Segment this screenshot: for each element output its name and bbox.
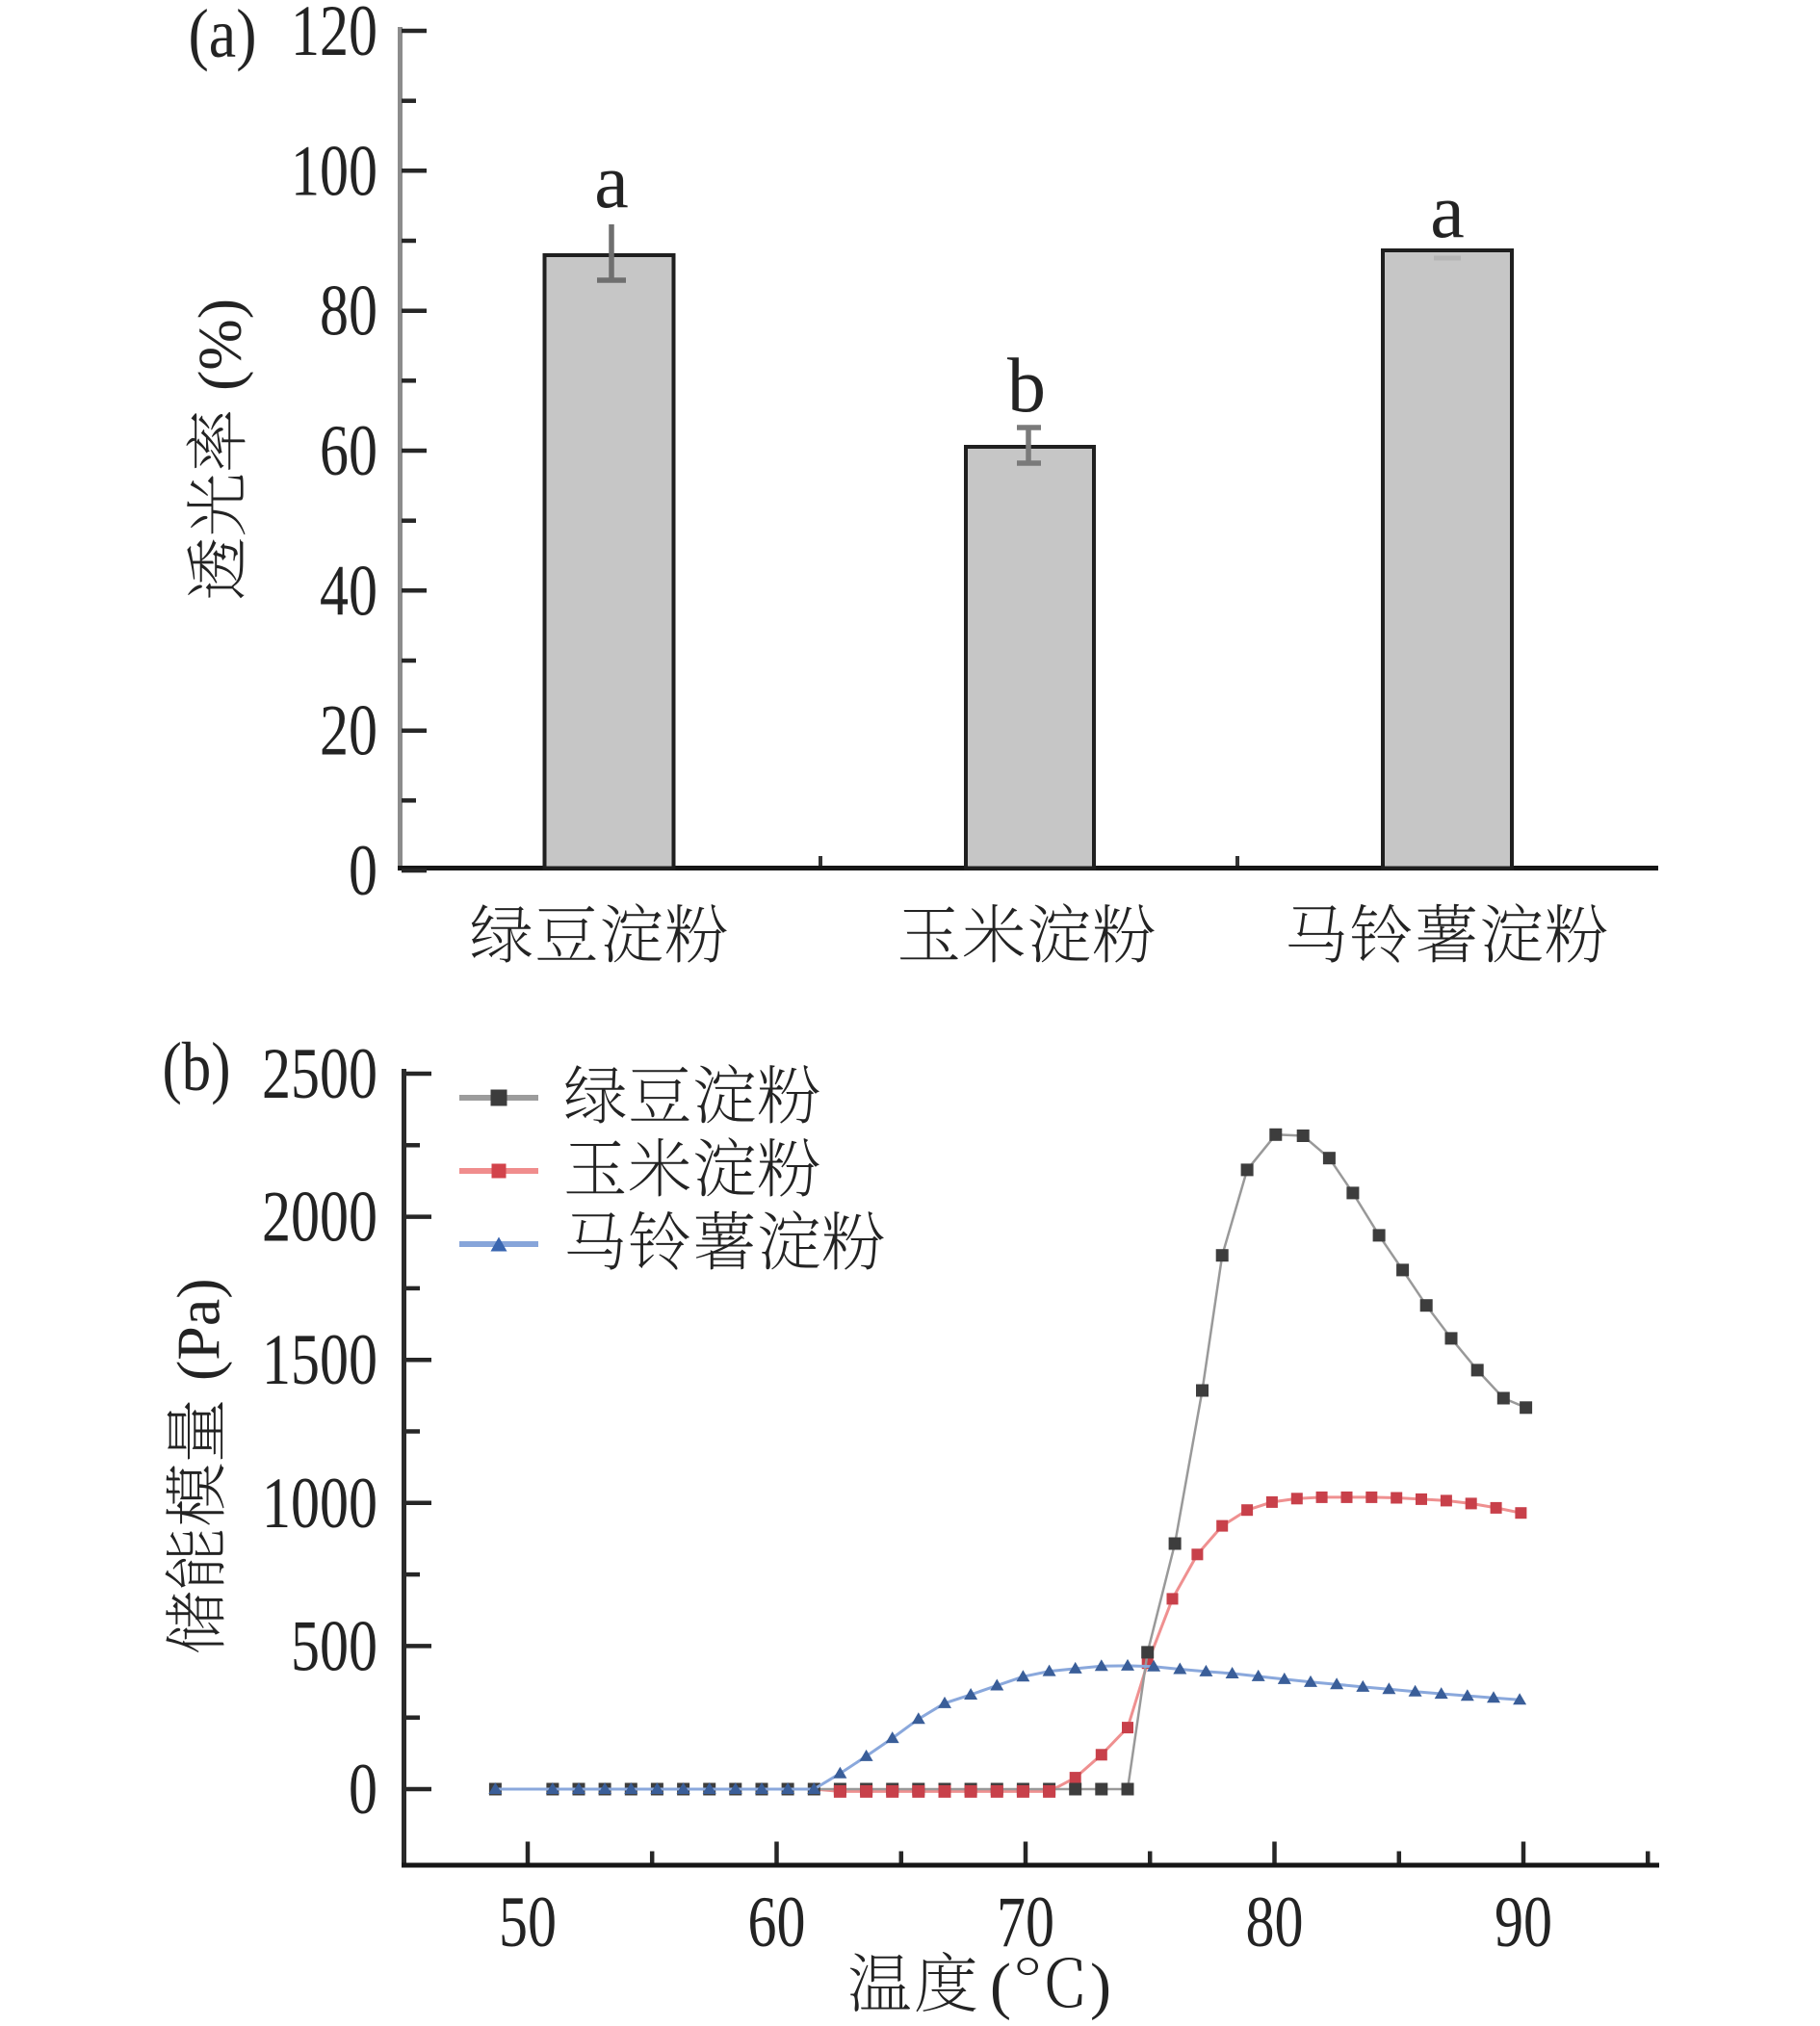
svg-text:80: 80: [1246, 1883, 1304, 1962]
svg-text:70: 70: [997, 1883, 1054, 1962]
svg-text:(a): (a): [189, 0, 257, 72]
svg-text:(b): (b): [163, 1028, 231, 1105]
svg-text:2000: 2000: [262, 1178, 377, 1258]
svg-text:1000: 1000: [262, 1464, 377, 1544]
svg-text:500: 500: [291, 1606, 377, 1686]
svg-text:): ): [1090, 1951, 1111, 2021]
svg-text:2500: 2500: [262, 1034, 377, 1114]
svg-text:1500: 1500: [262, 1320, 377, 1400]
svg-text:40: 40: [320, 551, 377, 631]
svg-text:20: 20: [320, 691, 377, 771]
svg-text:a: a: [594, 140, 629, 224]
svg-text:60: 60: [748, 1883, 806, 1962]
svg-text:100: 100: [291, 131, 377, 211]
svg-text:(: (: [990, 1951, 1011, 2021]
svg-text:120: 120: [291, 0, 377, 71]
svg-text:0: 0: [349, 831, 377, 911]
svg-text:b: b: [1007, 344, 1046, 429]
svg-text:(Pa): (Pa): [165, 1278, 233, 1381]
svg-text:90: 90: [1495, 1883, 1552, 1962]
svg-text:(%): (%): [186, 299, 254, 391]
svg-text:80: 80: [320, 272, 377, 351]
svg-text:0: 0: [349, 1750, 377, 1830]
svg-text:a: a: [1430, 169, 1465, 254]
svg-text:60: 60: [320, 411, 377, 491]
svg-text:50: 50: [499, 1883, 557, 1962]
